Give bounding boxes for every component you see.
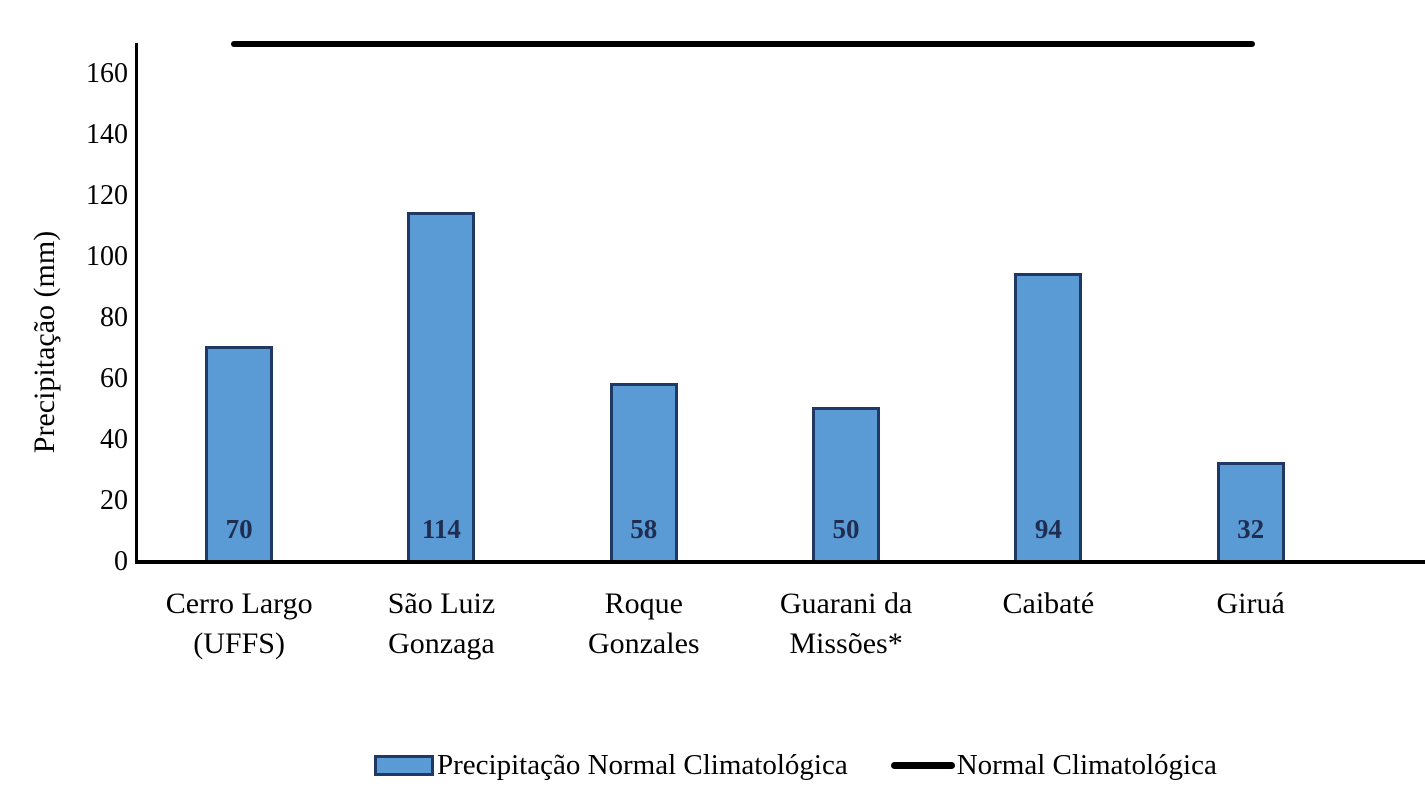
y-tick-label: 160 [86,58,128,89]
x-category-label-line: Gonzaga [388,627,495,660]
chart-legend: Precipitação Normal Climatológica Normal … [374,748,1217,782]
bar-value-label: 114 [421,514,461,544]
bar-cerro-largo-uffs- [205,346,274,560]
x-axis-line [135,560,1425,564]
y-tick-label: 120 [86,180,128,211]
y-tick-label: 80 [100,302,128,333]
y-tick-label: 140 [86,119,128,150]
bar-giru- [1216,462,1285,560]
legend-item: Precipitação Normal Climatológica [374,748,848,782]
bar-value-label: 94 [1034,514,1062,544]
y-tick-label: 20 [100,485,128,516]
y-axis-title: Precipitação (mm) [28,230,61,454]
bar-value-label: 50 [832,514,860,544]
x-category-label-line: Giruá [1216,587,1285,620]
bar-value-label: 70 [225,514,253,544]
y-axis-line [135,43,138,564]
x-category-label: Roque Gonzales [524,584,764,664]
x-category-label-line: Cerro Largo [165,587,313,620]
x-category-label: Giruá [1131,584,1371,624]
x-category-label-line: Roque [604,587,683,620]
x-category-label: Guarani da Missões* [726,584,966,664]
plot-area: 70 114 58 50 94 32 [138,43,1425,560]
x-category-label-line: Caibaté [1002,587,1095,620]
legend-item: Normal Climatológica [890,748,1217,782]
normal-climatologica-line [231,41,1255,47]
bar-value-label: 32 [1237,514,1265,544]
x-category-label: São Luiz Gonzaga [321,584,561,664]
x-category-label: Caibaté [928,584,1168,624]
y-tick-label: 0 [114,546,128,577]
bar-roque-gonzales [609,383,678,560]
bar-caibat- [1014,273,1083,560]
legend-item-label: Precipitação Normal Climatológica [437,749,848,781]
x-category-label-line: Gonzales [587,627,700,660]
legend-item-label: Normal Climatológica [956,749,1217,781]
bar-s-o-luiz-gonzaga [407,212,476,560]
legend-bar-swatch-icon [374,754,434,776]
bar-guarani-da-miss-es- [812,407,881,560]
x-category-label: Cerro Largo (UFFS) [119,584,359,664]
x-category-label-line: (UFFS) [193,627,285,660]
legend-line-swatch-icon [890,761,955,769]
y-tick-label: 60 [100,363,128,394]
x-category-label-line: Guarani da [779,587,913,620]
y-tick-label: 100 [86,241,128,272]
x-category-label-line: Missões* [789,627,903,660]
bar-value-label: 58 [630,514,658,544]
x-category-label-line: São Luiz [387,587,496,620]
y-tick-label: 40 [100,424,128,455]
